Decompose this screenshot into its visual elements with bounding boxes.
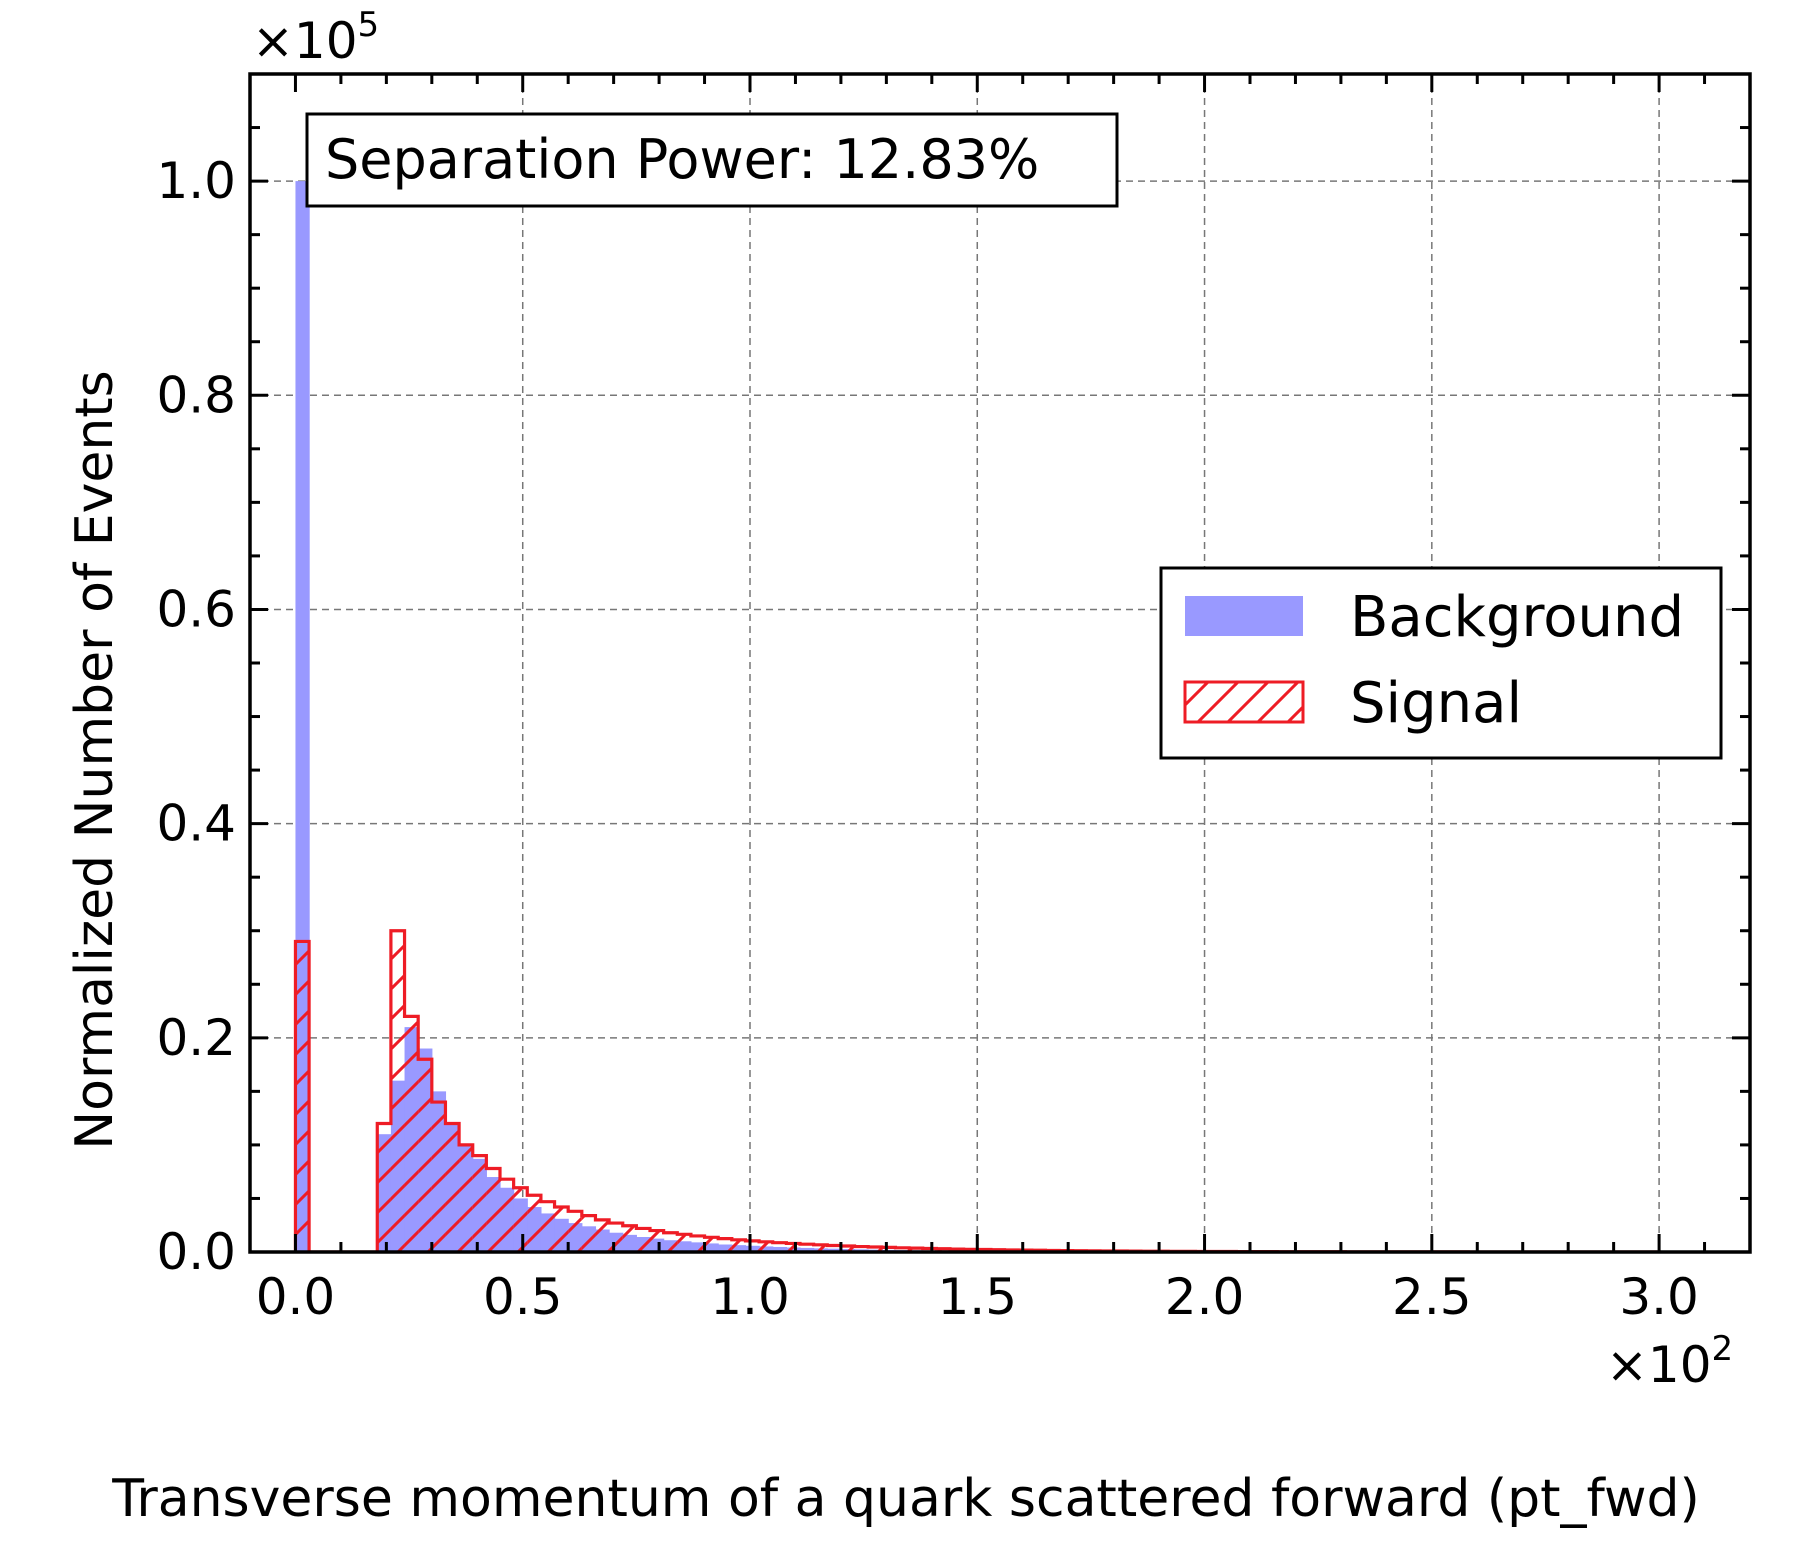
signal-bar	[718, 1238, 732, 1252]
signal-bar	[800, 1244, 814, 1252]
signal-bar	[909, 1248, 923, 1252]
signal-bar	[895, 1247, 910, 1252]
y-multiplier: ×105	[252, 5, 379, 70]
signal-bar	[650, 1230, 664, 1252]
signal-bar	[840, 1246, 855, 1252]
signal-bar	[431, 1102, 446, 1252]
y-tick-label: 0.0	[156, 1223, 236, 1281]
signal-bar	[377, 1123, 391, 1252]
x-tick-label: 1.0	[710, 1268, 790, 1326]
signal-bar	[472, 1155, 487, 1252]
signal-bar	[636, 1228, 650, 1252]
signal-bar	[295, 941, 310, 1252]
y-tick-label: 0.8	[156, 366, 236, 424]
signal-bar	[868, 1246, 882, 1252]
signal-bar	[854, 1246, 869, 1252]
signal-series	[293, 929, 1661, 1252]
signal-bar	[595, 1219, 610, 1252]
signal-bar	[745, 1240, 760, 1252]
x-tick-label: 2.0	[1165, 1268, 1245, 1326]
y-tick-label: 0.2	[156, 1009, 236, 1067]
signal-bar	[922, 1248, 937, 1252]
legend-signal-swatch	[1183, 680, 1305, 724]
signal-bar	[759, 1241, 773, 1252]
signal-bar	[622, 1225, 637, 1252]
signal-bar	[704, 1237, 719, 1252]
signal-bar	[445, 1123, 460, 1252]
signal-bar	[513, 1187, 528, 1252]
signal-bar	[540, 1201, 555, 1252]
signal-bar	[690, 1235, 705, 1252]
signal-bar	[731, 1239, 746, 1252]
signal-bar	[772, 1242, 787, 1252]
x-axis-title: Transverse momentum of a quark scattered…	[111, 1469, 1700, 1529]
y-tick-label: 1.0	[156, 152, 236, 210]
legend: Background Signal	[1159, 566, 1723, 760]
signal-bar	[786, 1243, 800, 1252]
annotation-text: Separation Power: 12.83%	[325, 128, 1039, 191]
plot-frame	[248, 72, 1752, 1254]
signal-bar	[500, 1179, 514, 1252]
signal-bar	[881, 1247, 896, 1252]
x-tick-label: 3.0	[1619, 1268, 1699, 1326]
x-tick-label: 0.0	[256, 1268, 336, 1326]
legend-signal-label: Signal	[1350, 671, 1522, 736]
signal-bar	[527, 1195, 541, 1252]
signal-bar	[609, 1223, 623, 1252]
x-tick-label: 1.5	[938, 1268, 1018, 1326]
signal-bar	[827, 1245, 841, 1252]
signal-bar	[813, 1244, 828, 1252]
y-tick-label: 0.6	[156, 580, 236, 638]
y-axis-title: Normalized Number of Events	[65, 370, 125, 1150]
signal-bar	[568, 1211, 582, 1252]
signal-bar	[581, 1215, 596, 1252]
legend-background-swatch	[1185, 596, 1303, 636]
ticks: 0.0 0.5 1.0 1.5 2.0 2.5 3.0 0.0 0.2 0.4 0.6 0.8 1.0	[156, 72, 1752, 1326]
separation-power-annotation: Separation Power: 12.83%	[305, 112, 1119, 208]
signal-bar	[390, 930, 405, 1252]
legend-background-label: Background	[1350, 585, 1684, 650]
x-tick-label: 0.5	[483, 1268, 563, 1326]
signal-bar	[677, 1234, 691, 1252]
annotation-box	[305, 112, 1119, 208]
signal-bar	[663, 1232, 678, 1252]
signal-bar	[554, 1207, 569, 1252]
signal-bar	[418, 1059, 432, 1252]
x-multiplier: ×102	[1606, 1329, 1733, 1394]
y-tick-label: 0.4	[156, 795, 236, 853]
signal-bar	[486, 1168, 500, 1252]
x-tick-label: 2.5	[1392, 1268, 1472, 1326]
signal-bar	[459, 1144, 473, 1252]
signal-bar	[404, 1016, 419, 1252]
